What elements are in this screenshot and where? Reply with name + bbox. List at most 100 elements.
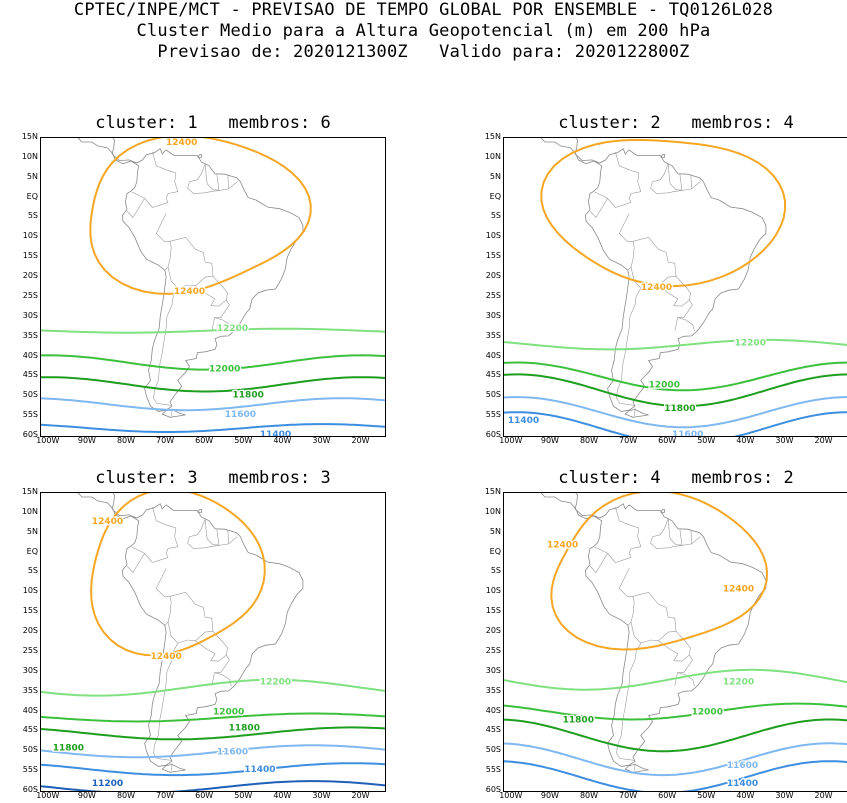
map-svg: 12400 12200 12000 11800 11400 11600 — [504, 138, 847, 436]
coastline — [540, 493, 767, 773]
lon-label: 20W — [814, 436, 833, 445]
lat-label: 40S — [22, 350, 38, 360]
lon-label: 80W — [116, 791, 136, 800]
lon-label: 100W — [499, 791, 523, 800]
lon-label: 60W — [658, 791, 677, 800]
country-border — [618, 568, 635, 626]
contour-label: 12400 — [723, 584, 754, 594]
country-border — [630, 591, 677, 644]
panel-title-3: cluster: 3 membros: 3 — [95, 468, 331, 488]
country-border — [227, 175, 229, 189]
country-border — [616, 288, 642, 406]
country-border — [677, 672, 695, 687]
map-svg: 12400 12400 12200 12000 11800 11600 11400 — [41, 138, 385, 436]
contour-label: 12200 — [735, 339, 766, 349]
lat-label: 15N — [484, 487, 501, 496]
lon-label: 60W — [195, 436, 214, 445]
lat-label: 5N — [489, 171, 501, 181]
contour-label: 12200 — [260, 678, 291, 688]
lat-label: 60S — [485, 430, 501, 439]
lat-label: 60S — [22, 785, 38, 794]
lat-label: 50S — [22, 745, 38, 755]
lon-label: 70W — [156, 436, 175, 445]
coastline — [540, 138, 767, 418]
lon-label: 20W — [351, 436, 370, 445]
panel-title-1: cluster: 1 membros: 6 — [95, 113, 331, 133]
lon-label: 40W — [273, 436, 292, 445]
contour-12400 — [90, 493, 266, 657]
contour-label: 11800 — [664, 404, 695, 414]
contour-12000 — [41, 354, 385, 371]
map-svg: 12400 12400 12200 12000 11800 11800 11600 11400… — [41, 493, 385, 791]
contour-12200 — [504, 338, 847, 351]
lat-label: 60S — [485, 785, 501, 794]
lat-label: 50S — [485, 390, 501, 400]
contour-11600 — [41, 397, 385, 412]
lon-label: 100W — [36, 791, 60, 800]
country-border — [594, 506, 642, 563]
lat-label: 35S — [485, 685, 501, 695]
country-border — [667, 163, 683, 191]
country-border — [187, 518, 238, 549]
lat-label: 10S — [22, 231, 38, 241]
contour-label: 11800 — [563, 716, 594, 726]
lat-label: 15S — [22, 251, 38, 261]
lon-label: 50W — [697, 791, 716, 800]
contour-11800 — [41, 726, 385, 741]
lon-label: 90W — [77, 791, 96, 800]
contour-11400 — [41, 423, 385, 433]
contour-12400 — [550, 493, 769, 651]
lon-label: 20W — [814, 791, 833, 800]
lon-label: 90W — [540, 791, 559, 800]
lat-label: 10S — [485, 586, 501, 596]
contour-label: 12200 — [723, 678, 754, 688]
contour-11600 — [41, 744, 385, 759]
lat-label: 40S — [485, 350, 501, 360]
panel-title-4: cluster: 4 membros: 2 — [558, 468, 794, 488]
lon-label: 20W — [351, 791, 370, 800]
lat-label: 30S — [485, 310, 501, 320]
contour-label: 11800 — [229, 723, 260, 733]
lat-label: 15N — [21, 132, 38, 141]
lat-label: EQ — [26, 191, 38, 201]
country-border — [677, 317, 695, 332]
lat-label: EQ — [489, 191, 501, 201]
island-outline — [197, 154, 203, 158]
header-line-1: CPTEC/INPE/MCT - PREVISAO DE TEMPO GLOBA… — [73, 0, 774, 20]
contour-12000 — [504, 361, 847, 392]
contour-12200 — [41, 678, 385, 697]
country-border — [674, 299, 693, 331]
contour-label: 12400 — [174, 287, 205, 297]
country-border — [690, 175, 692, 189]
lon-label: 40W — [273, 791, 292, 800]
country-border — [204, 163, 220, 191]
lat-label: 10S — [22, 586, 38, 596]
lat-label: 5N — [26, 171, 38, 181]
contour-label: 11800 — [53, 743, 84, 753]
lat-label: 55S — [485, 765, 501, 775]
lat-label: 55S — [485, 410, 501, 420]
country-border — [674, 654, 693, 686]
lat-label: 35S — [22, 685, 38, 695]
contour-11400 — [41, 762, 385, 777]
lat-label: EQ — [26, 546, 38, 556]
lon-label: 80W — [116, 436, 136, 445]
lat-label: 5S — [490, 211, 501, 221]
contour-11800 — [504, 718, 847, 753]
lat-label: 50S — [22, 390, 38, 400]
country-border — [667, 518, 683, 546]
contour-11400 — [504, 411, 847, 436]
country-border — [618, 213, 635, 271]
lon-label: 80W — [579, 436, 599, 445]
contour-label: 11400 — [260, 430, 291, 436]
lat-label: 25S — [22, 290, 38, 300]
country-border — [616, 643, 642, 761]
lat-label: 30S — [22, 665, 38, 675]
island-outline — [660, 509, 666, 513]
country-border — [211, 299, 230, 331]
lat-label: 15S — [485, 251, 501, 261]
lat-label: 30S — [485, 665, 501, 675]
country-border — [589, 553, 608, 573]
lon-label: 70W — [619, 791, 638, 800]
lon-label: 50W — [234, 791, 253, 800]
